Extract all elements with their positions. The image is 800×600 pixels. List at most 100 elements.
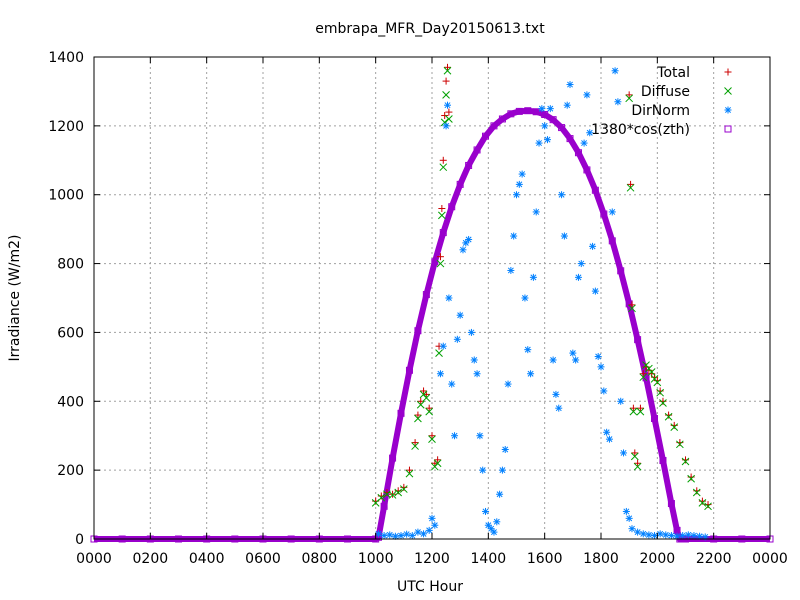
- data-point: [636, 404, 644, 412]
- data-point: [431, 258, 439, 266]
- data-point: [434, 456, 442, 464]
- data-point: [566, 81, 574, 89]
- data-point: [529, 273, 537, 281]
- data-point: [664, 412, 673, 421]
- data-point: [442, 77, 450, 85]
- data-point: [377, 493, 386, 502]
- data-point: [507, 110, 515, 118]
- data-point: [628, 304, 636, 313]
- data-point: [405, 469, 414, 478]
- data-point: [482, 132, 490, 140]
- data-point: [388, 491, 397, 499]
- data-point: [513, 191, 520, 199]
- data-point: [583, 91, 591, 99]
- data-point: [698, 498, 707, 507]
- legend-label: Diffuse: [641, 84, 690, 100]
- data-point: [639, 530, 647, 538]
- data-point: [625, 514, 633, 522]
- data-point: [704, 502, 712, 511]
- x-tick-label: 2000: [640, 551, 676, 567]
- data-point: [690, 532, 698, 540]
- x-tick-label: 0800: [302, 551, 338, 567]
- data-point: [425, 404, 433, 412]
- data-point: [620, 449, 628, 457]
- data-point: [443, 101, 451, 109]
- data-point: [665, 411, 673, 419]
- data-point: [397, 532, 405, 540]
- data-point: [414, 411, 422, 419]
- data-point: [591, 287, 599, 295]
- y-axis-label: Irradiance (W/m2): [7, 235, 23, 362]
- data-point: [493, 518, 501, 526]
- data-point: [532, 208, 540, 216]
- data-point: [682, 456, 689, 464]
- y-tick-label: 1000: [48, 188, 84, 204]
- x-tick-label: 1800: [583, 551, 619, 567]
- data-point: [617, 267, 625, 275]
- data-point: [659, 397, 667, 405]
- data-point: [490, 528, 498, 536]
- data-point: [538, 105, 546, 113]
- data-point: [549, 356, 557, 364]
- y-tick-label: 0: [75, 532, 84, 548]
- x-tick-label: 1000: [358, 551, 394, 567]
- data-point: [583, 166, 591, 174]
- data-point: [394, 487, 402, 495]
- data-point: [436, 370, 444, 378]
- data-point: [603, 428, 611, 436]
- data-point: [541, 122, 549, 130]
- data-point: [569, 349, 577, 357]
- data-point: [442, 122, 450, 130]
- data-point: [625, 94, 634, 103]
- y-tick-label: 200: [57, 463, 84, 479]
- data-point: [428, 514, 436, 522]
- data-point: [439, 342, 447, 350]
- data-point: [594, 353, 602, 361]
- data-point: [634, 336, 642, 344]
- data-point: [436, 259, 445, 268]
- data-point: [608, 237, 616, 245]
- data-point: [399, 485, 408, 493]
- y-tick-label: 1200: [48, 119, 84, 135]
- x-tick-label: 0200: [133, 551, 169, 567]
- data-point: [645, 531, 653, 539]
- x-tick-label: 1400: [471, 551, 507, 567]
- data-point: [389, 454, 397, 462]
- data-point: [704, 501, 712, 509]
- data-point: [470, 356, 478, 364]
- data-point: [411, 442, 419, 450]
- data-point: [443, 63, 451, 71]
- data-point: [445, 108, 453, 116]
- data-point: [501, 445, 509, 453]
- data-point: [563, 101, 571, 109]
- legend-label: DirNorm: [631, 103, 690, 119]
- data-point: [647, 368, 656, 376]
- data-point: [600, 387, 608, 395]
- legend-marker: [724, 87, 732, 95]
- data-point: [667, 500, 675, 508]
- data-point: [441, 112, 449, 120]
- legend-marker: [724, 125, 732, 133]
- data-point: [428, 432, 436, 440]
- data-point: [687, 473, 695, 481]
- y-tick-label: 600: [57, 325, 84, 341]
- data-point: [687, 474, 695, 483]
- data-point: [543, 136, 551, 144]
- data-point: [611, 67, 619, 75]
- data-point: [510, 232, 518, 240]
- data-point: [684, 531, 692, 539]
- data-point: [636, 407, 645, 416]
- data-point: [535, 139, 543, 147]
- data-point: [422, 393, 431, 402]
- data-point: [574, 149, 582, 157]
- data-point: [651, 415, 659, 422]
- data-point: [403, 530, 411, 538]
- data-point: [459, 246, 467, 254]
- data-point: [676, 440, 684, 449]
- data-point: [600, 210, 608, 218]
- data-point: [416, 400, 425, 409]
- data-point: [662, 531, 670, 539]
- data-point: [411, 439, 419, 447]
- data-point: [422, 291, 430, 299]
